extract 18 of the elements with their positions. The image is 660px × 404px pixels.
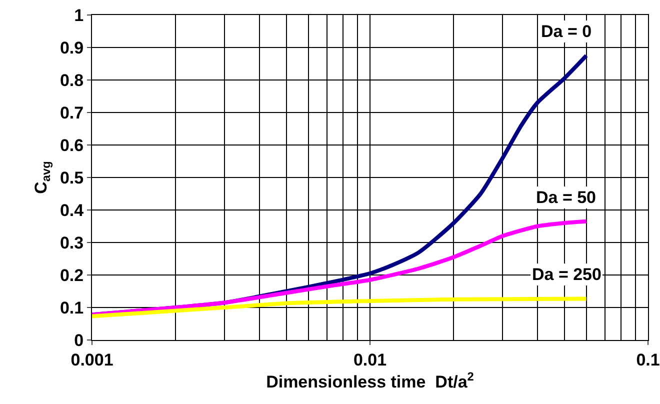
- x-tick-label: 0.001: [70, 350, 114, 370]
- x-tick-label: 0.01: [353, 350, 387, 370]
- series-label: Da = 0: [541, 22, 592, 41]
- series-label: Da = 250: [532, 265, 602, 284]
- x-axis-title: Dimensionless time Dt/a$^{2}$: [266, 369, 474, 392]
- y-tick-label: 0.8: [60, 70, 84, 90]
- y-tick-label: 0.4: [60, 200, 84, 220]
- y-tick-label: 0.2: [60, 266, 84, 285]
- y-tick-label: 0.7: [60, 103, 84, 122]
- y-tick-label: 0: [74, 330, 84, 350]
- y-tick-label: 0.9: [60, 38, 84, 58]
- series-label: Da = 50: [536, 188, 596, 207]
- x-tick-label: 0.1: [636, 350, 660, 370]
- y-tick-label: 0.3: [60, 233, 84, 252]
- y-tick-label: 0.5: [60, 168, 84, 188]
- y-tick-label: 0.1: [60, 298, 84, 318]
- y-tick-label: 1: [74, 6, 84, 25]
- y-tick-label: 0.6: [60, 136, 84, 155]
